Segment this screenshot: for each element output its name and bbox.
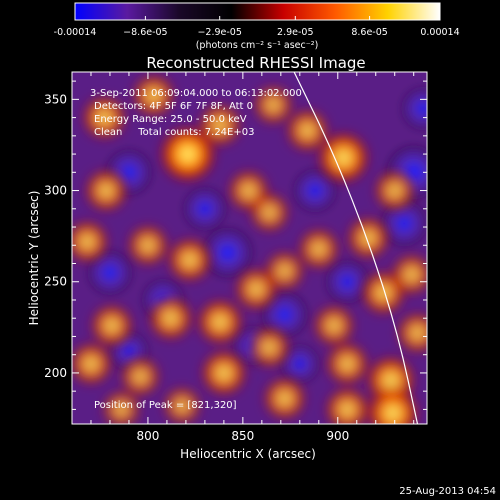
observation-info: 3-Sep-2011 06:09:04.000 to 06:13:02.000 … <box>90 88 302 138</box>
heatmap-hot-region <box>347 217 389 259</box>
y-tick-label: 350 <box>44 92 67 106</box>
heatmap-hot-region <box>159 126 216 183</box>
heatmap-hot-region <box>72 220 108 263</box>
info-line-detectors: Detectors: 4F 5F 6F 7F 8F, Att 0 <box>94 101 253 112</box>
heatmap-hot-region <box>317 132 370 184</box>
info-line-time: 3-Sep-2011 06:09:04.000 to 06:13:02.000 <box>90 88 302 99</box>
heatmap-hot-region <box>201 350 247 396</box>
colorbar-tick-label: 2.9e-05 <box>277 27 313 38</box>
heatmap-hot-region <box>235 268 277 310</box>
heatmap-cold-region <box>290 166 340 215</box>
heatmap-hot-region <box>121 357 160 396</box>
solar-limb-arc <box>293 72 419 424</box>
y-tick-label: 250 <box>44 275 67 289</box>
heatmap-hot-region <box>149 296 193 340</box>
colorbar-tick-label: -0.00014 <box>54 27 97 38</box>
heatmap-hot-region <box>367 387 419 424</box>
x-tick-label: 900 <box>326 429 349 443</box>
plot-frame <box>71 71 428 425</box>
info-line-energy: Energy Range: 25.0 - 50.0 keV <box>94 114 247 125</box>
heatmap-image <box>72 74 427 424</box>
x-axis-label: Heliocentric X (arcsec) <box>180 447 316 461</box>
info-line-counts: Clean Total counts: 7.24E+03 <box>94 127 254 138</box>
y-axis-label: Heliocentric Y (arcsec) <box>27 191 41 326</box>
y-axis-ticks: 200 250 300 350 <box>44 80 427 410</box>
heatmap-hot-region <box>249 327 290 368</box>
heatmap-cold-region <box>378 197 427 250</box>
heatmap-hot-region <box>197 299 243 345</box>
x-axis-ticks: 800 850 900 <box>90 72 415 443</box>
heatmap-hot-region <box>91 304 133 347</box>
heatmap-hot-region <box>326 343 369 385</box>
heatmap-hot-region <box>127 225 168 266</box>
heatmap-cold-region <box>398 84 427 133</box>
heatmap-cold-region <box>322 257 372 307</box>
heatmap-hot-region <box>132 74 175 117</box>
heatmap-hot-region <box>325 387 369 424</box>
colorbar-tick-label: 8.6e-05 <box>351 27 387 38</box>
heatmap-hot-region <box>163 387 201 424</box>
heatmap-hot-region <box>102 391 140 424</box>
heatmap-hot-region <box>265 251 304 290</box>
heatmap-hot-region <box>72 343 112 385</box>
colorbar-tick-label: 0.00014 <box>420 27 459 38</box>
x-tick-label: 850 <box>231 429 254 443</box>
heatmap-cold-region <box>84 247 136 298</box>
colorbar-tick-label: −2.9e-05 <box>197 27 241 38</box>
heatmap-hot-region <box>313 305 354 346</box>
colorbar-ticks: -0.00014 −8.6e-05 −2.9e-05 2.9e-05 8.6e-05 0.… <box>54 16 460 38</box>
heatmap-cold-region <box>180 184 230 234</box>
colorbar-unit-label: (photons cm⁻² s⁻¹ asec⁻²) <box>196 40 319 51</box>
colorbar-tick-label: −8.6e-05 <box>123 27 167 38</box>
heatmap-hot-region <box>250 193 289 232</box>
x-tick-label: 800 <box>136 429 159 443</box>
chart-title: Reconstructed RHESSI Image <box>146 54 365 72</box>
heatmap-hot-region <box>374 170 415 211</box>
heatmap-hot-region <box>263 377 306 420</box>
heatmap-hot-region <box>199 104 241 146</box>
heatmap-hot-region <box>254 85 293 125</box>
heatmap-hot-region <box>361 271 405 315</box>
heatmap-hot-region <box>168 238 212 282</box>
heatmap-hot-region <box>397 312 427 353</box>
heatmap-hot-region <box>298 228 339 269</box>
heatmap-hot-region <box>85 169 127 212</box>
heatmap-hot-region <box>82 95 126 140</box>
y-tick-label: 200 <box>44 366 67 380</box>
timestamp: 25-Aug-2013 04:54 <box>399 486 496 497</box>
colorbar <box>74 2 441 21</box>
y-tick-label: 300 <box>44 184 67 198</box>
heatmap-cold-region <box>199 224 256 281</box>
peak-position-label: Position of Peak = [821,320] <box>94 400 237 411</box>
